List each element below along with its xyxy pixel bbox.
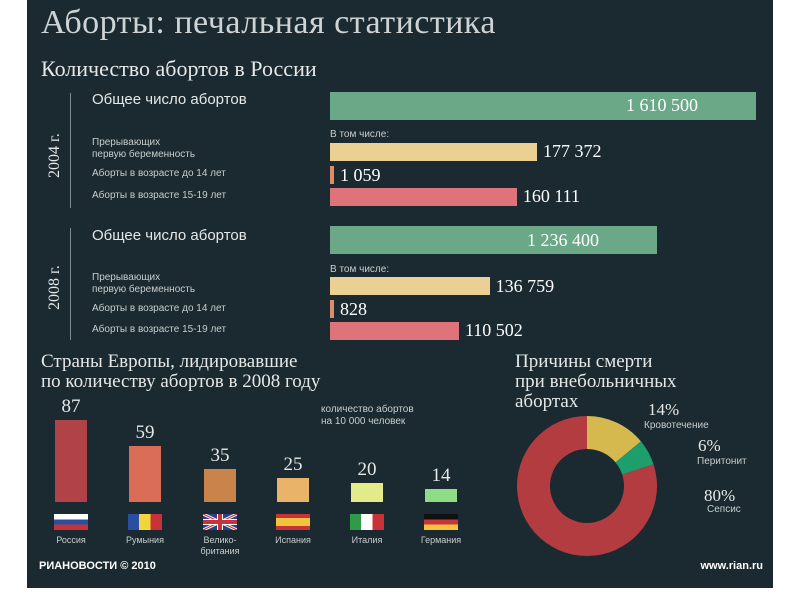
- label-first-2004: Прерывающих первую беременность: [92, 137, 195, 161]
- country-bar-1: [129, 446, 161, 502]
- value-first-2008: 136 759: [495, 276, 555, 296]
- year-divider-2004: [70, 93, 71, 208]
- country-value-5: 14: [431, 464, 451, 486]
- country-name-3: Испания: [275, 535, 311, 545]
- country-name-0: Россия: [56, 535, 86, 545]
- value-teen-2004: 160 111: [522, 186, 581, 206]
- value-peritonitis: 6%: [698, 436, 721, 455]
- section-title-europe: Страны Европы, лидировавшие по количеств…: [41, 352, 320, 392]
- included-label-2008: В том числе:: [330, 264, 390, 275]
- section-title-russia: Количество абортов в России: [41, 56, 317, 81]
- section-title-deaths: Причины смерти при внебольничных абортах: [515, 352, 677, 412]
- site-url: www.rian.ru: [700, 560, 763, 572]
- deaths-title-line2: при внебольничных: [515, 371, 677, 392]
- label-total-2008: Общее число абортов: [92, 227, 247, 244]
- year-label-2004: 2004 г.: [46, 133, 63, 178]
- country-flag-icon-1: [128, 514, 162, 530]
- infographic-panel: Аборты: печальная статистика Количество …: [27, 0, 773, 588]
- country-name-2: Велико-британия: [200, 535, 240, 556]
- europe-title-line2: по количеству абортов в 2008 году: [41, 371, 321, 392]
- value-total-2008: 1 236 400: [527, 230, 600, 250]
- value-teen-2008: 110 502: [464, 320, 523, 340]
- europe-title-line1: Страны Европы, лидировавшие: [41, 351, 298, 372]
- donut-slice-0: [587, 416, 641, 463]
- bar-first-2008: [330, 277, 490, 295]
- page-title: Аборты: печальная статистика: [41, 4, 497, 41]
- bar-first-2004: [330, 143, 537, 161]
- label-teen-2004: Аборты в возрасте 15-19 лет: [92, 190, 227, 201]
- country-flag-icon-5: [424, 514, 458, 530]
- country-bar-0: [55, 420, 87, 502]
- label-first-2004-line1: Прерывающих: [92, 137, 161, 148]
- country-bar-3: [277, 478, 309, 502]
- country-value-4: 20: [357, 459, 377, 481]
- year-divider-2008: [70, 228, 71, 340]
- label-first-2008-line2: первую беременность: [92, 284, 196, 295]
- bar-under14-2004: [330, 166, 334, 184]
- country-flag-icon-2: [202, 512, 238, 532]
- country-bar-4: [351, 483, 383, 502]
- country-name-5: Германия: [420, 535, 462, 545]
- ria-logo: РИАНОВОСТИ © 2010: [39, 560, 156, 572]
- country-bar-5: [425, 488, 457, 502]
- value-under14-2008: 828: [340, 299, 367, 319]
- death-causes-donut-chart: [517, 416, 657, 556]
- deaths-title-line3: абортах: [515, 391, 579, 412]
- country-flag-icon-3: [276, 514, 310, 530]
- country-value-3: 25: [283, 454, 303, 476]
- value-first-2004: 177 372: [543, 141, 602, 161]
- value-sepsis: 80%: [704, 486, 736, 505]
- country-name-4: Италия: [351, 535, 383, 545]
- label-first-2004-line2: первую беременность: [92, 149, 196, 160]
- bar-total-2008: [330, 226, 658, 254]
- label-bleeding: Кровотечение: [644, 420, 709, 431]
- label-under14-2008: Аборты в возрасте до 14 лет: [92, 303, 226, 314]
- label-sepsis: Сепсис: [707, 504, 741, 515]
- label-first-2008: Прерывающих первую беременность: [92, 272, 195, 296]
- country-flag-icon-4: [350, 514, 384, 530]
- label-first-2008-line1: Прерывающих: [92, 272, 161, 283]
- europe-note-line2: на 10 000 человек: [321, 416, 406, 427]
- country-value-1: 59: [135, 422, 155, 444]
- bar-teen-2008: [330, 322, 459, 340]
- country-value-0: 87: [61, 396, 81, 417]
- country-bar-2: [204, 469, 236, 502]
- europe-note-line1: количество абортов: [321, 404, 414, 415]
- europe-note: количество абортов на 10 000 человек: [321, 404, 414, 428]
- country-flag-icon-0: [54, 514, 88, 530]
- bar-teen-2004: [330, 188, 517, 206]
- bar-under14-2008: [330, 300, 334, 318]
- year-label-2008: 2008 г.: [46, 265, 63, 310]
- country-name-1: Румыния: [126, 535, 164, 545]
- value-total-2004: 1 610 500: [626, 95, 698, 115]
- value-under14-2004: 1 059: [340, 165, 381, 185]
- donut-slice-2: [517, 416, 657, 556]
- value-bleeding: 14%: [648, 400, 680, 419]
- label-teen-2008: Аборты в возрасте 15-19 лет: [92, 324, 227, 335]
- label-peritonitis: Перитонит: [697, 456, 747, 467]
- donut-slice-1: [615, 441, 654, 475]
- label-under14-2004: Аборты в возрасте до 14 лет: [92, 168, 226, 179]
- bar-total-2004: [330, 92, 756, 120]
- country-value-2: 35: [210, 445, 230, 466]
- deaths-title-line1: Причины смерти: [515, 351, 653, 372]
- included-label-2004: В том числе:: [330, 129, 390, 140]
- label-total-2004: Общее число абортов: [92, 91, 247, 108]
